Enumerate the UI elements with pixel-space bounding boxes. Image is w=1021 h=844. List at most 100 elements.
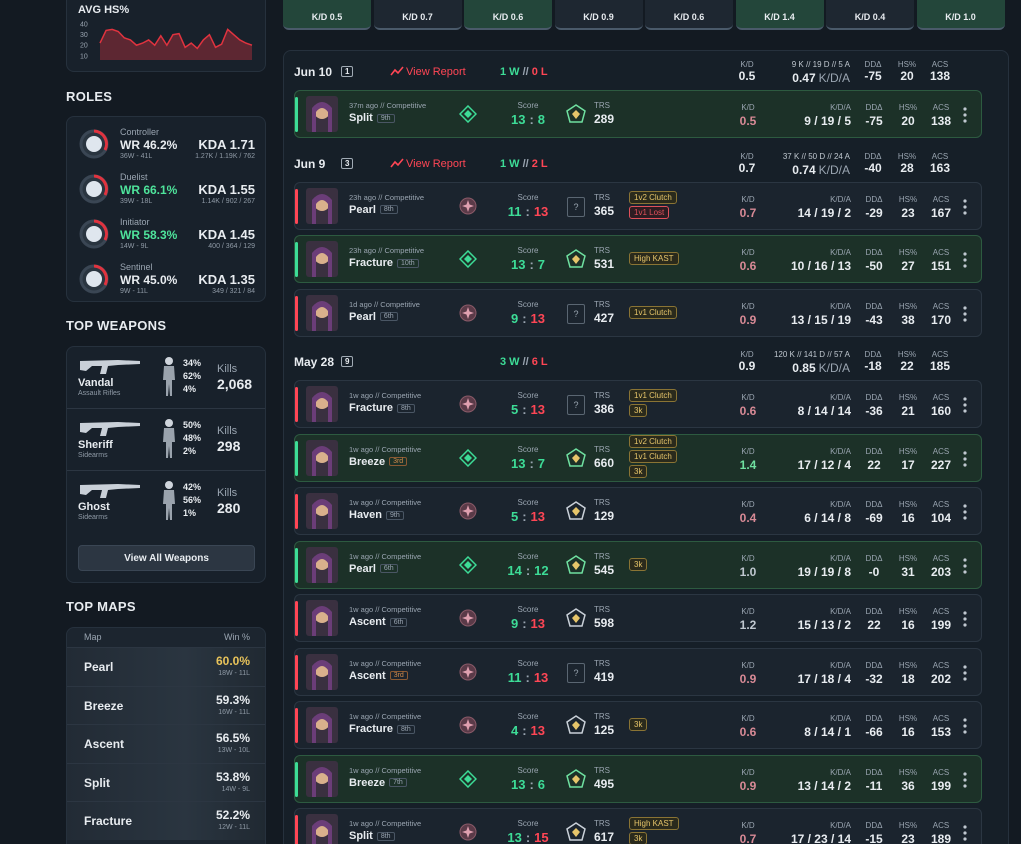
match-row[interactable]: 1w ago // Competitive Split 8th Score 13:15 T… (294, 808, 982, 844)
role-kda-detail: 400 / 364 / 129 (208, 243, 255, 250)
score-team: 13 (510, 112, 526, 127)
badge-pill: 3k (629, 464, 648, 478)
more-menu[interactable] (962, 824, 968, 842)
match-kd: 0.9 (739, 312, 757, 327)
score-enemy: 13 (533, 203, 549, 219)
result-bar (295, 242, 298, 277)
col-label: K/D (741, 821, 755, 830)
role-wr: WR 46.2% (120, 138, 178, 152)
match-row[interactable]: 23h ago // Competitive Fracture 10th Score 1… (294, 235, 982, 283)
day-kd: 0.9 (738, 359, 756, 373)
diamond (459, 448, 477, 467)
more-menu[interactable] (962, 664, 968, 682)
col-label: Score (517, 551, 539, 561)
col-label: ACS (932, 248, 950, 257)
view-report[interactable]: View Report (406, 66, 466, 78)
badge-pill: 1v1 Clutch (629, 305, 677, 319)
badges: 1v2 Clutch 1v1 Lost (629, 190, 729, 219)
match-kd: 1.0 (739, 564, 757, 579)
map-line: Split 9th (349, 112, 395, 124)
match-row[interactable]: 1w ago // Competitive Breeze 3rd Score 13:7 T… (294, 433, 982, 482)
day-hs: 28 (900, 160, 914, 175)
more-menu[interactable] (962, 106, 968, 124)
more-menu[interactable] (962, 610, 968, 628)
dot (963, 563, 967, 568)
kd-tab: K/D 0.5 (283, 0, 371, 30)
trs-value: 129 (594, 509, 615, 523)
more-menu[interactable] (962, 557, 968, 575)
match-map: Ascent (349, 616, 386, 628)
diamond (459, 769, 477, 788)
avatar-hair (312, 499, 332, 529)
match-row[interactable]: 23h ago // Competitive Pearl 8th Score 11:13… (294, 181, 982, 230)
day-kda-line: 120 K // 141 D // 57 A (773, 350, 850, 359)
trs-value: 125 (594, 723, 615, 737)
match-place: 8th (379, 205, 398, 214)
hs-line (99, 28, 253, 50)
map-record: 12W - 11L (218, 824, 250, 831)
badge-pill: 3k (629, 832, 648, 844)
match-row[interactable]: 1w ago // Competitive Ascent 6th Score 9:13 T… (294, 594, 982, 642)
score: 4:13 (511, 723, 545, 738)
match-row[interactable]: 1d ago // Competitive Pearl 6th Score 9:13? T… (294, 288, 982, 337)
day-kda: 0.74 K/D/A (792, 161, 850, 179)
match-acs: 203 (930, 564, 952, 579)
score-enemy: 7 (537, 257, 546, 272)
col-label: ACS (932, 103, 950, 112)
match-time: 1w ago // Competitive (349, 551, 422, 561)
col-label: HS% (898, 714, 918, 723)
more-menu[interactable] (962, 450, 968, 468)
more-menu[interactable] (962, 198, 968, 216)
role-star (462, 505, 474, 517)
col-label: TRS (594, 192, 610, 202)
role-wr: WR 58.3% (120, 228, 178, 242)
hs-panel (66, 0, 266, 72)
match-dda: -36 (865, 404, 883, 418)
match-kda: 8 / 14 / 1 (804, 725, 851, 739)
more-menu[interactable] (962, 251, 968, 269)
match-place: 6th (379, 564, 398, 573)
weapon-image (80, 422, 140, 436)
dot (963, 724, 967, 728)
match-kda: 17 / 18 / 4 (797, 671, 851, 686)
match-row[interactable]: 1w ago // Competitive Fracture 8th Score 5:1… (294, 380, 982, 428)
match-map: Breeze (349, 455, 386, 468)
dot (963, 311, 967, 316)
match-row[interactable]: 1w ago // Competitive Breeze 7th Score 13:6 T… (294, 754, 982, 803)
badges: 1v2 Clutch 1v1 Clutch 3k (629, 434, 729, 478)
map-win: 52.2% (215, 808, 250, 822)
agent-role-icon (459, 250, 477, 268)
more-menu[interactable] (962, 771, 968, 789)
more-menu[interactable] (962, 305, 968, 323)
map-row (67, 801, 265, 840)
match-row[interactable]: 37m ago // Competitive Split 9th Score 13:8 T… (294, 90, 982, 138)
badge-pill: 3k (629, 557, 648, 571)
view-all-weapons[interactable]: View All Weapons (78, 545, 255, 571)
match-kda: 19 / 19 / 8 (797, 564, 851, 579)
trs-value: 365 (594, 203, 615, 218)
rank-icon (566, 554, 586, 574)
shot-pct: 62% (183, 371, 202, 381)
more-menu[interactable] (962, 717, 968, 735)
body-icon (163, 481, 175, 520)
match-row[interactable]: 1w ago // Competitive Haven 9th Score 5:13 TR… (294, 487, 982, 535)
trend (390, 157, 404, 167)
score-enemy: 13 (530, 310, 546, 326)
diamond-in (464, 255, 472, 263)
match-row[interactable]: 1w ago // Competitive Pearl 6th Score 14:12 T… (294, 540, 982, 589)
col-label: TRS (594, 391, 610, 400)
shot-pct: 42% (183, 482, 202, 492)
match-dda: -75 (865, 114, 883, 128)
match-row[interactable]: 1w ago // Competitive Fracture 8th Score 4:1… (294, 701, 982, 749)
col-label: K/D (741, 767, 755, 777)
kills-value: 298 (217, 438, 241, 454)
match-row[interactable]: 1w ago // Competitive Ascent 3rd Score 11:13… (294, 647, 982, 696)
col-label: DDΔ (865, 714, 883, 723)
match-kd: 0.4 (739, 511, 757, 525)
weapon-name: Sheriff (78, 439, 113, 451)
view-report[interactable]: View Report (406, 157, 466, 170)
match-acs: 199 (930, 778, 952, 793)
more-menu[interactable] (962, 503, 968, 521)
more-menu[interactable] (962, 396, 968, 414)
